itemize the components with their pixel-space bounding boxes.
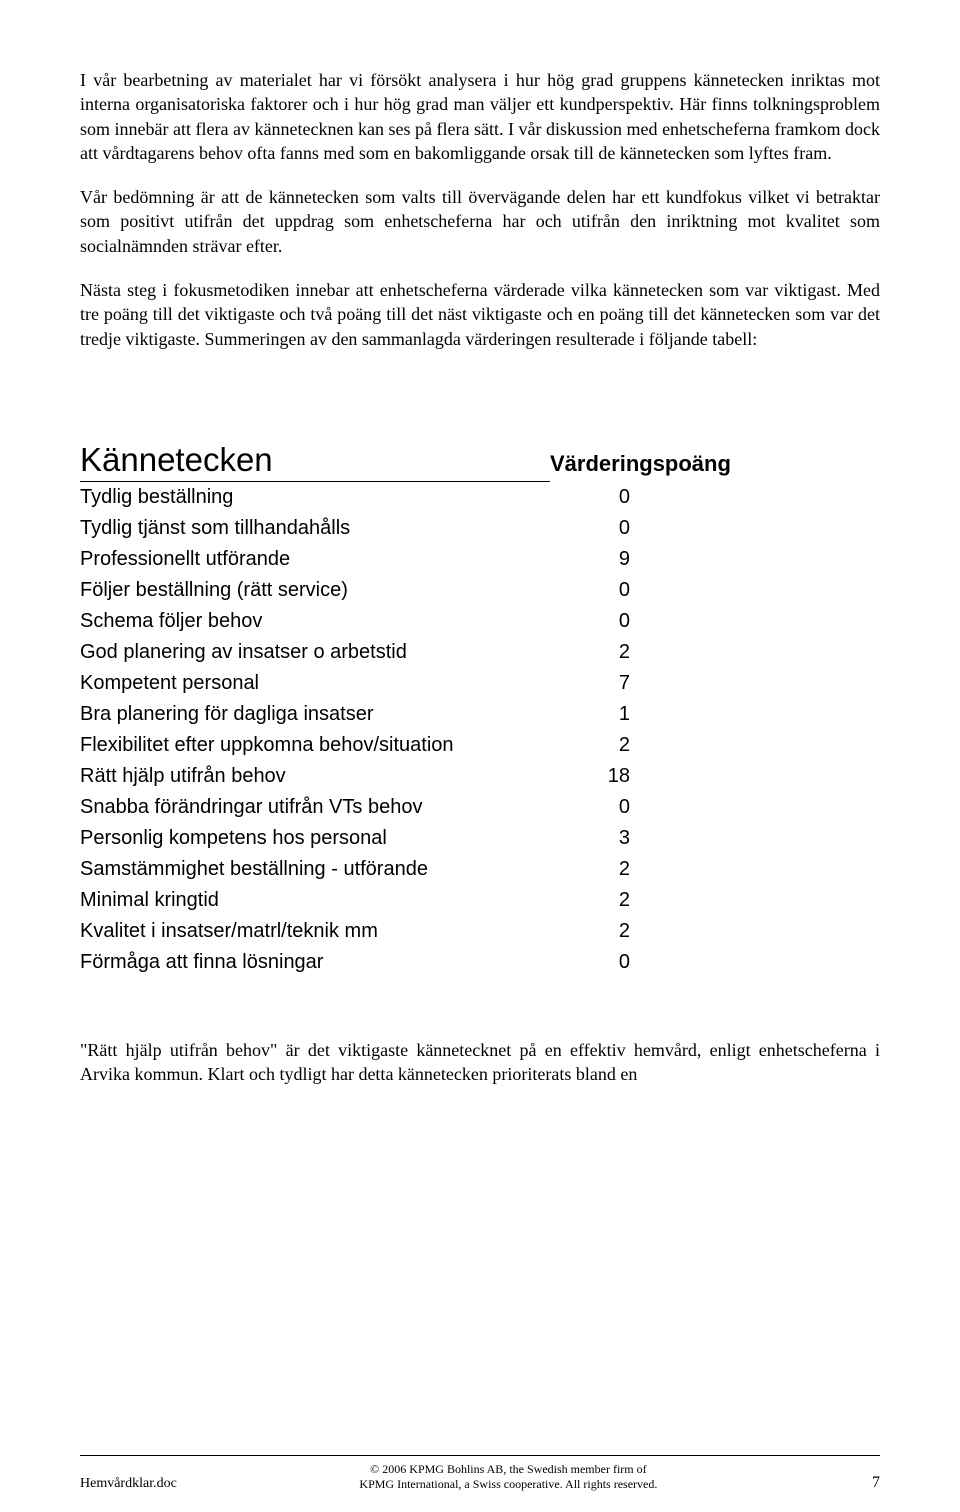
header-kannetecken: Kännetecken <box>80 441 550 482</box>
body-paragraph: I vår bearbetning av materialet har vi f… <box>80 68 880 165</box>
table-header: Kännetecken Värderingspoäng <box>80 441 880 482</box>
row-value: 0 <box>550 606 630 637</box>
row-label: Följer beställning (rätt service) <box>80 575 550 606</box>
table-row: God planering av insatser o arbetstid2 <box>80 637 880 668</box>
header-varderingspoang: Värderingspoäng <box>550 451 731 477</box>
row-label: Bra planering för dagliga insatser <box>80 699 550 730</box>
row-value: 18 <box>550 761 630 792</box>
table-row: Följer beställning (rätt service)0 <box>80 575 880 606</box>
table-row: Schema följer behov0 <box>80 606 880 637</box>
row-value: 2 <box>550 730 630 761</box>
table-row: Bra planering för dagliga insatser1 <box>80 699 880 730</box>
body-paragraph: Vår bedömning är att de kännetecken som … <box>80 185 880 258</box>
row-value: 0 <box>550 482 630 513</box>
table-row: Personlig kompetens hos personal3 <box>80 823 880 854</box>
row-label: Rätt hjälp utifrån behov <box>80 761 550 792</box>
row-label: Schema följer behov <box>80 606 550 637</box>
row-value: 0 <box>550 947 630 978</box>
row-label: Minimal kringtid <box>80 885 550 916</box>
table-row: Samstämmighet beställning - utförande2 <box>80 854 880 885</box>
row-label: Förmåga att finna lösningar <box>80 947 550 978</box>
scoring-table: Kännetecken Värderingspoäng Tydlig bestä… <box>80 441 880 978</box>
footer-copyright-line2: KPMG International, a Swiss cooperative.… <box>359 1477 657 1491</box>
table-row: Minimal kringtid2 <box>80 885 880 916</box>
row-value: 0 <box>550 513 630 544</box>
row-label: Flexibilitet efter uppkomna behov/situat… <box>80 730 550 761</box>
table-body: Tydlig beställning0Tydlig tjänst som til… <box>80 482 880 978</box>
footer-rule <box>80 1455 880 1456</box>
row-value: 7 <box>550 668 630 699</box>
table-row: Snabba förändringar utifrån VTs behov0 <box>80 792 880 823</box>
body-paragraph: Nästa steg i fokusmetodiken innebar att … <box>80 278 880 351</box>
footer-filename: Hemvårdklar.doc <box>80 1476 177 1492</box>
row-value: 2 <box>550 885 630 916</box>
row-label: God planering av insatser o arbetstid <box>80 637 550 668</box>
row-value: 0 <box>550 792 630 823</box>
document-page: I vår bearbetning av materialet har vi f… <box>0 0 960 1512</box>
footer-row: Hemvårdklar.doc © 2006 KPMG Bohlins AB, … <box>80 1462 880 1492</box>
table-row: Kvalitet i insatser/matrl/teknik mm2 <box>80 916 880 947</box>
footer-copyright-line1: © 2006 KPMG Bohlins AB, the Swedish memb… <box>370 1462 646 1476</box>
table-row: Tydlig tjänst som tillhandahålls0 <box>80 513 880 544</box>
page-number: 7 <box>840 1474 880 1492</box>
row-value: 2 <box>550 637 630 668</box>
row-label: Personlig kompetens hos personal <box>80 823 550 854</box>
table-row: Flexibilitet efter uppkomna behov/situat… <box>80 730 880 761</box>
table-row: Kompetent personal7 <box>80 668 880 699</box>
row-label: Professionellt utförande <box>80 544 550 575</box>
row-value: 9 <box>550 544 630 575</box>
row-label: Samstämmighet beställning - utförande <box>80 854 550 885</box>
row-label: Snabba förändringar utifrån VTs behov <box>80 792 550 823</box>
footer-copyright: © 2006 KPMG Bohlins AB, the Swedish memb… <box>177 1462 840 1492</box>
row-value: 1 <box>550 699 630 730</box>
table-row: Rätt hjälp utifrån behov18 <box>80 761 880 792</box>
row-value: 0 <box>550 575 630 606</box>
row-label: Kvalitet i insatser/matrl/teknik mm <box>80 916 550 947</box>
row-label: Kompetent personal <box>80 668 550 699</box>
body-paragraph: "Rätt hjälp utifrån behov" är det viktig… <box>80 1038 880 1087</box>
table-row: Förmåga att finna lösningar0 <box>80 947 880 978</box>
row-label: Tydlig beställning <box>80 482 550 513</box>
row-value: 2 <box>550 854 630 885</box>
row-value: 3 <box>550 823 630 854</box>
row-label: Tydlig tjänst som tillhandahålls <box>80 513 550 544</box>
table-row: Tydlig beställning0 <box>80 482 880 513</box>
row-value: 2 <box>550 916 630 947</box>
page-footer: Hemvårdklar.doc © 2006 KPMG Bohlins AB, … <box>80 1455 880 1492</box>
table-row: Professionellt utförande9 <box>80 544 880 575</box>
